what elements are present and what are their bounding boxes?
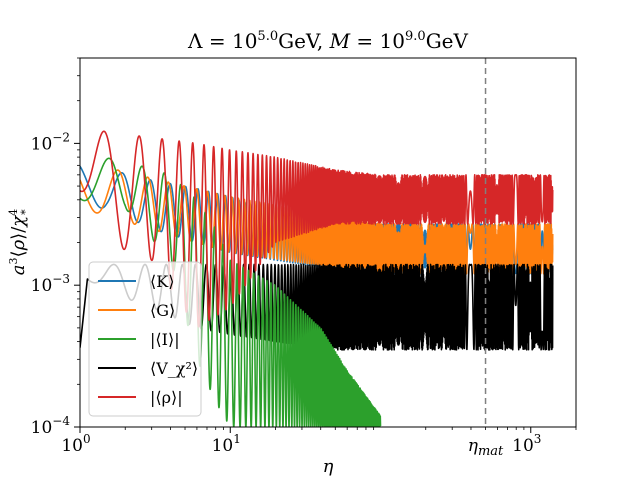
legend-box [88,261,202,417]
x-tick-label: 100 [61,432,90,456]
x-tick-label: 101 [212,432,241,456]
chart-title: Λ = 105.0GeV, M = 109.0GeV [187,29,468,53]
ticks-group: 100 101 103 10−4 10−3 10−2 ηmat [31,57,577,459]
legend: ⟨K⟩ ⟨G⟩ |⟨I⟩| ⟨V_χ²⟩ |⟨ρ⟩| [88,261,202,417]
x-axis-label: η [323,456,334,477]
y-axis-label: a3⟨ρ⟩/χ4* [7,209,32,275]
legend-entry-1: ⟨K⟩ [150,272,174,291]
legend-entry-2: ⟨G⟩ [150,301,175,320]
x-tick-label: 103 [512,432,541,456]
y-tick-label: 10−2 [31,130,70,154]
legend-entry-3: |⟨I⟩| [150,330,180,349]
y-tick-label: 10−3 [31,272,70,296]
y-tick-label: 10−4 [31,414,71,438]
svg-text:a3⟨ρ⟩/χ4*: a3⟨ρ⟩/χ4* [7,209,32,275]
legend-entry-4: ⟨V_χ²⟩ [150,359,198,378]
eta-mat-label: ηmat [468,436,504,459]
series-line-5 [80,130,554,328]
legend-entry-5: |⟨ρ⟩| [150,388,183,407]
